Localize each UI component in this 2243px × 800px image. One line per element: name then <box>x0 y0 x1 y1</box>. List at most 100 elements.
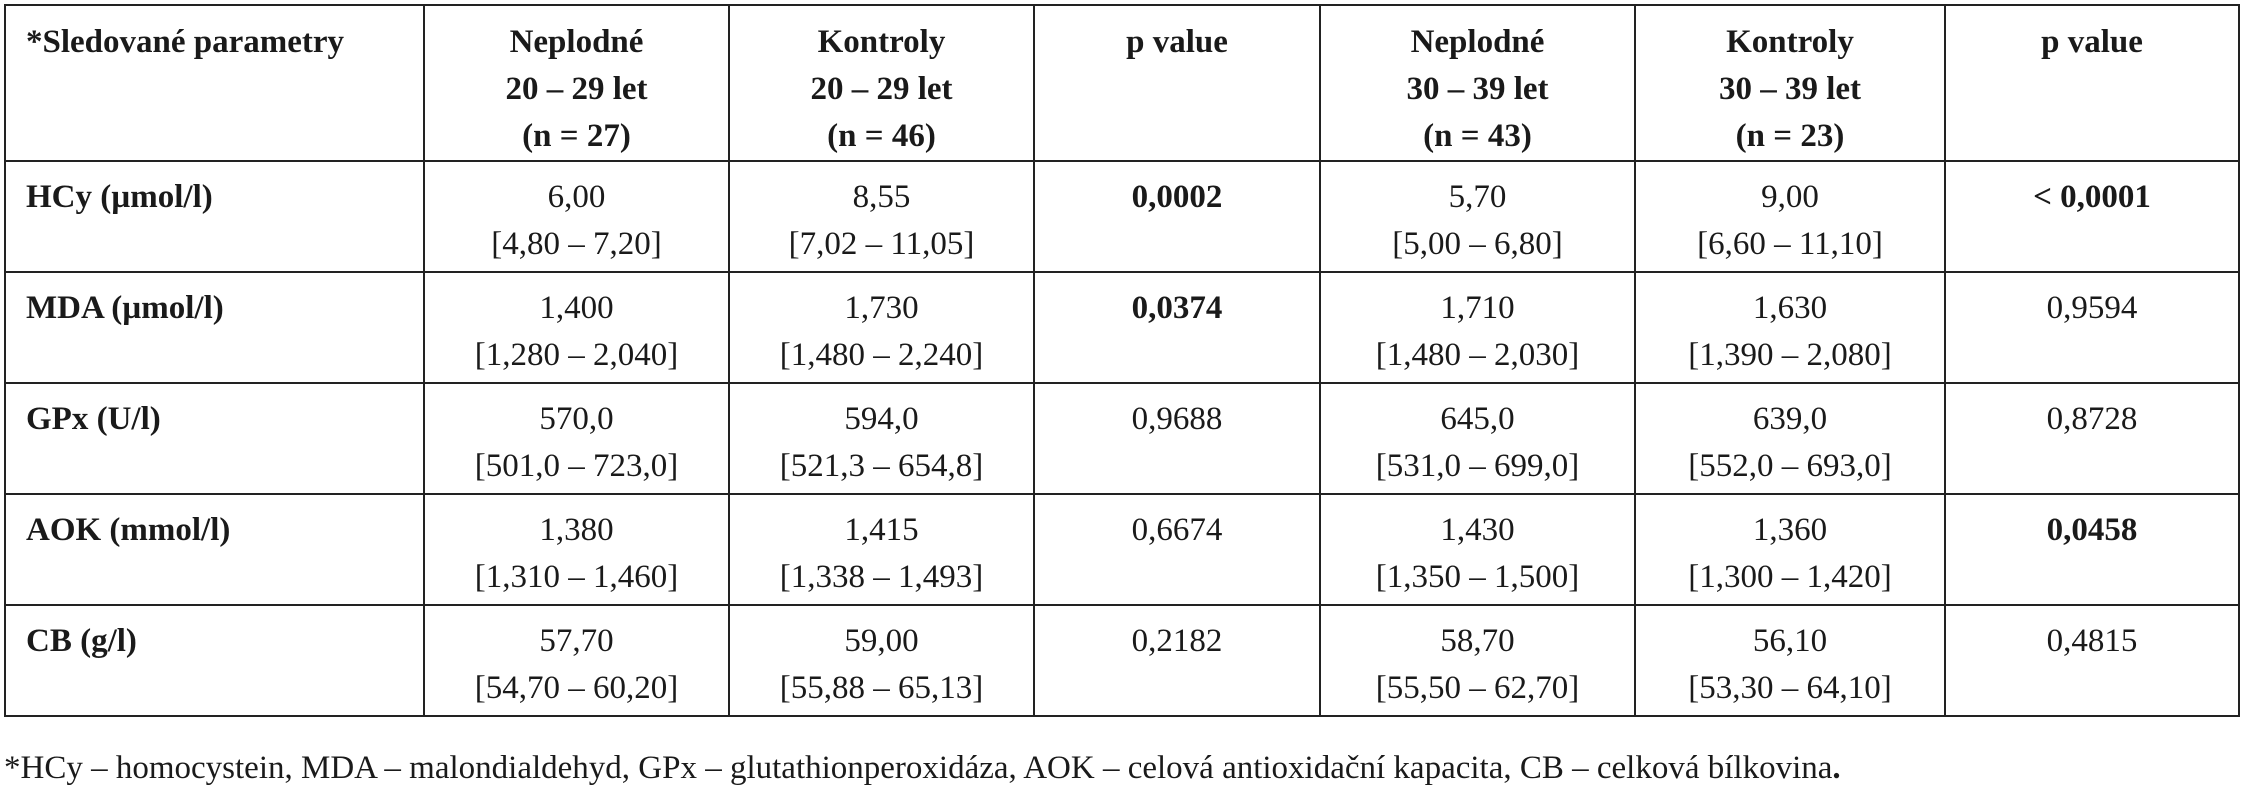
range: [531,0 – 699,0] <box>1375 448 1580 484</box>
cell-controls-20-29: 1,730 [1,480 – 2,240] <box>728 271 1035 384</box>
range: [552,0 – 693,0] <box>1688 448 1892 484</box>
header-line: (n = 27) <box>522 118 631 154</box>
median: 56,10 <box>1752 623 1828 659</box>
range: [1,310 – 1,460] <box>474 559 679 595</box>
cell-infertile-30-39: 645,0 [531,0 – 699,0] <box>1319 382 1636 495</box>
range: [55,50 – 62,70] <box>1375 670 1580 706</box>
range: [1,300 – 1,420] <box>1688 559 1892 595</box>
cell-infertile-30-39: 1,710 [1,480 – 2,030] <box>1319 271 1636 384</box>
median: 1,380 <box>539 512 614 548</box>
median: 639,0 <box>1752 401 1828 437</box>
median: 59,00 <box>844 623 919 659</box>
cell-infertile-30-39: 58,70 [55,50 – 62,70] <box>1319 604 1636 717</box>
cell-controls-30-39: 639,0 [552,0 – 693,0] <box>1634 382 1946 495</box>
median: 1,430 <box>1440 512 1515 548</box>
row-label: GPx (U/l) <box>4 382 425 495</box>
range: [55,88 – 65,13] <box>779 670 984 706</box>
median: 1,415 <box>844 512 919 548</box>
p-value-cell: 0,8728 <box>1944 382 2240 495</box>
header-infertile-20-29: Neplodné 20 – 29 let (n = 27) <box>423 4 730 162</box>
cell-controls-30-39: 1,630 [1,390 – 2,080] <box>1634 271 1946 384</box>
median: 8,55 <box>852 179 911 215</box>
range: [1,350 – 1,500] <box>1375 559 1580 595</box>
range: [4,80 – 7,20] <box>491 226 662 262</box>
median: 5,70 <box>1448 179 1507 215</box>
header-line: Neplodné <box>509 24 644 60</box>
range: [1,338 – 1,493] <box>779 559 984 595</box>
cell-infertile-30-39: 5,70 [5,00 – 6,80] <box>1319 160 1636 273</box>
median: 1,360 <box>1752 512 1828 548</box>
table-row: GPx (U/l) 570,0 [501,0 – 723,0] 594,0 [521… <box>4 382 2240 495</box>
median: 57,70 <box>539 623 614 659</box>
cell-controls-30-39: 9,00 [6,60 – 11,10] <box>1634 160 1946 273</box>
cell-controls-20-29: 594,0 [521,3 – 654,8] <box>728 382 1035 495</box>
p-value-cell: 0,4815 <box>1944 604 2240 717</box>
p-value-cell: 0,9688 <box>1033 382 1321 495</box>
median: 1,630 <box>1752 290 1828 326</box>
parameters-table: *Sledované parametry Neplodné 20 – 29 le… <box>4 4 2240 717</box>
range: [1,390 – 2,080] <box>1688 337 1892 373</box>
table-row: AOK (mmol/l) 1,380 [1,310 – 1,460] 1,415 [… <box>4 493 2240 606</box>
cell-infertile-20-29: 570,0 [501,0 – 723,0] <box>423 382 730 495</box>
range: [5,00 – 6,80] <box>1392 226 1563 262</box>
header-line: 30 – 39 let <box>1718 71 1862 107</box>
cell-infertile-20-29: 1,380 [1,310 – 1,460] <box>423 493 730 606</box>
cell-infertile-20-29: 1,400 [1,280 – 2,040] <box>423 271 730 384</box>
cell-infertile-30-39: 1,430 [1,350 – 1,500] <box>1319 493 1636 606</box>
table-row: CB (g/l) 57,70 [54,70 – 60,20] 59,00 [55,8… <box>4 604 2240 717</box>
p-value-cell: 0,9594 <box>1944 271 2240 384</box>
header-line: Neplodné <box>1410 24 1545 60</box>
range: [1,480 – 2,030] <box>1375 337 1580 373</box>
cell-controls-20-29: 1,415 [1,338 – 1,493] <box>728 493 1035 606</box>
range: [1,280 – 2,040] <box>474 337 679 373</box>
median: 9,00 <box>1761 179 1819 215</box>
row-label: MDA (µmol/l) <box>4 271 425 384</box>
cell-controls-20-29: 59,00 [55,88 – 65,13] <box>728 604 1035 717</box>
row-label: CB (g/l) <box>4 604 425 717</box>
range: [7,02 – 11,05] <box>788 226 975 262</box>
header-line: 20 – 29 let <box>810 71 953 107</box>
p-value-cell: < 0,0001 <box>1944 160 2240 273</box>
p-value-cell: 0,0002 <box>1033 160 1321 273</box>
header-row: *Sledované parametry Neplodné 20 – 29 le… <box>4 4 2240 162</box>
header-line: Kontroly <box>1726 24 1854 60</box>
range: [53,30 – 64,10] <box>1688 670 1892 706</box>
header-line: 30 – 39 let <box>1406 71 1549 107</box>
median: 1,400 <box>539 290 614 326</box>
header-line: (n = 23) <box>1735 118 1845 154</box>
header-line: Kontroly <box>817 24 946 60</box>
median: 645,0 <box>1440 401 1515 437</box>
median: 1,730 <box>844 290 919 326</box>
range: [1,480 – 2,240] <box>779 337 984 373</box>
cell-controls-30-39: 56,10 [53,30 – 64,10] <box>1634 604 1946 717</box>
range: [521,3 – 654,8] <box>779 448 984 484</box>
median: 6,00 <box>547 179 606 215</box>
range: [6,60 – 11,10] <box>1697 226 1883 262</box>
cell-infertile-20-29: 6,00 [4,80 – 7,20] <box>423 160 730 273</box>
p-value-cell: 0,6674 <box>1033 493 1321 606</box>
footnote-text: *HCy – homocystein, MDA – malondialdehyd… <box>4 750 1833 786</box>
median: 1,710 <box>1440 290 1515 326</box>
header-p-value-1: p value <box>1033 4 1321 162</box>
cell-controls-30-39: 1,360 [1,300 – 1,420] <box>1634 493 1946 606</box>
range: [501,0 – 723,0] <box>474 448 679 484</box>
footnote: *HCy – homocystein, MDA – malondialdehyd… <box>4 748 1841 788</box>
header-p-value-2: p value <box>1944 4 2240 162</box>
footnote-end: . <box>1832 750 1841 786</box>
header-line: (n = 46) <box>827 118 936 154</box>
header-param: *Sledované parametry <box>4 4 425 162</box>
header-line: 20 – 29 let <box>505 71 648 107</box>
row-label: HCy (µmol/l) <box>4 160 425 273</box>
range: [54,70 – 60,20] <box>474 670 679 706</box>
p-value-cell: 0,0374 <box>1033 271 1321 384</box>
median: 570,0 <box>539 401 614 437</box>
table-row: HCy (µmol/l) 6,00 [4,80 – 7,20] 8,55 [7,02… <box>4 160 2240 273</box>
median: 58,70 <box>1440 623 1515 659</box>
row-label: AOK (mmol/l) <box>4 493 425 606</box>
cell-controls-20-29: 8,55 [7,02 – 11,05] <box>728 160 1035 273</box>
median: 594,0 <box>844 401 919 437</box>
header-controls-30-39: Kontroly 30 – 39 let (n = 23) <box>1634 4 1946 162</box>
cell-infertile-20-29: 57,70 [54,70 – 60,20] <box>423 604 730 717</box>
header-infertile-30-39: Neplodné 30 – 39 let (n = 43) <box>1319 4 1636 162</box>
table-row: MDA (µmol/l) 1,400 [1,280 – 2,040] 1,730 [… <box>4 271 2240 384</box>
